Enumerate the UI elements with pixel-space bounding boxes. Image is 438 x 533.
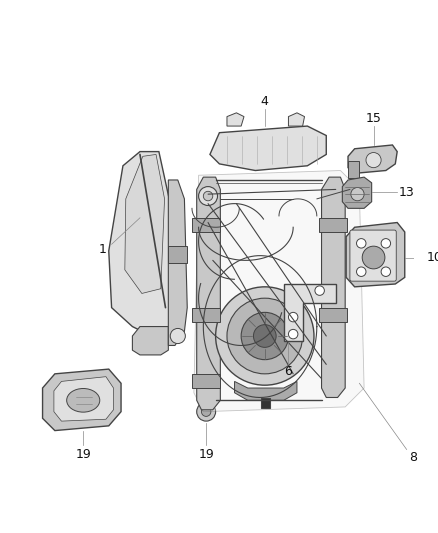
Polygon shape [346, 222, 405, 287]
Polygon shape [348, 145, 397, 173]
Text: 10: 10 [427, 251, 438, 264]
Polygon shape [125, 155, 165, 294]
Circle shape [203, 191, 213, 201]
Text: 6: 6 [285, 366, 293, 378]
Polygon shape [42, 369, 121, 431]
Text: 15: 15 [366, 112, 381, 125]
Text: 19: 19 [198, 448, 214, 461]
Circle shape [254, 325, 276, 348]
Polygon shape [54, 377, 113, 421]
Polygon shape [289, 113, 304, 126]
Polygon shape [109, 151, 170, 336]
Circle shape [201, 407, 211, 416]
Circle shape [381, 239, 391, 248]
Polygon shape [284, 284, 336, 341]
Polygon shape [132, 327, 168, 355]
FancyBboxPatch shape [319, 218, 347, 232]
Circle shape [170, 328, 185, 344]
Polygon shape [197, 177, 220, 410]
Circle shape [315, 286, 325, 295]
Circle shape [241, 312, 289, 360]
FancyBboxPatch shape [192, 374, 220, 388]
Circle shape [197, 402, 215, 421]
FancyBboxPatch shape [348, 161, 359, 178]
Ellipse shape [67, 389, 100, 412]
Polygon shape [227, 113, 244, 126]
Circle shape [357, 267, 366, 277]
Circle shape [381, 267, 391, 277]
FancyBboxPatch shape [319, 308, 347, 322]
Circle shape [289, 312, 298, 322]
Circle shape [289, 329, 298, 339]
Circle shape [198, 187, 218, 206]
Text: 19: 19 [75, 448, 91, 461]
FancyBboxPatch shape [261, 399, 271, 408]
Circle shape [357, 239, 366, 248]
Text: 4: 4 [261, 95, 269, 108]
Circle shape [227, 298, 303, 374]
FancyBboxPatch shape [192, 218, 220, 232]
Text: 13: 13 [399, 186, 414, 199]
Circle shape [366, 152, 381, 168]
FancyBboxPatch shape [192, 308, 220, 322]
Text: 8: 8 [409, 450, 417, 464]
Polygon shape [343, 177, 372, 208]
Polygon shape [194, 171, 364, 411]
Polygon shape [210, 126, 326, 171]
FancyBboxPatch shape [168, 246, 187, 263]
Polygon shape [234, 382, 297, 400]
Circle shape [362, 246, 385, 269]
FancyBboxPatch shape [350, 230, 396, 281]
Polygon shape [168, 180, 187, 345]
Text: 1: 1 [98, 243, 106, 255]
Circle shape [215, 287, 314, 385]
Polygon shape [321, 177, 345, 398]
Circle shape [351, 188, 364, 201]
